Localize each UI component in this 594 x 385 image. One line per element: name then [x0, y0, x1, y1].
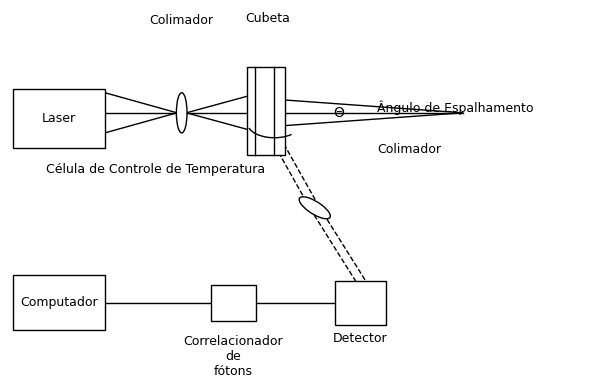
Text: Laser: Laser — [42, 112, 76, 125]
Bar — [247, 67, 285, 155]
Bar — [336, 281, 386, 325]
Text: Ângulo de Espalhamento: Ângulo de Espalhamento — [377, 100, 533, 115]
Text: Colimador: Colimador — [150, 14, 214, 27]
Bar — [13, 275, 105, 330]
Text: Correlacionador
de
fótons: Correlacionador de fótons — [184, 335, 283, 378]
Text: Cubeta: Cubeta — [245, 12, 290, 25]
Text: Célula de Controle de Temperatura: Célula de Controle de Temperatura — [46, 163, 265, 176]
Text: Colimador: Colimador — [377, 143, 441, 156]
Bar — [211, 285, 255, 321]
Text: Detector: Detector — [333, 332, 388, 345]
Ellipse shape — [176, 93, 187, 133]
Text: Computador: Computador — [20, 296, 98, 309]
Bar — [13, 89, 105, 147]
Ellipse shape — [299, 197, 330, 219]
Text: Θ: Θ — [333, 106, 344, 120]
